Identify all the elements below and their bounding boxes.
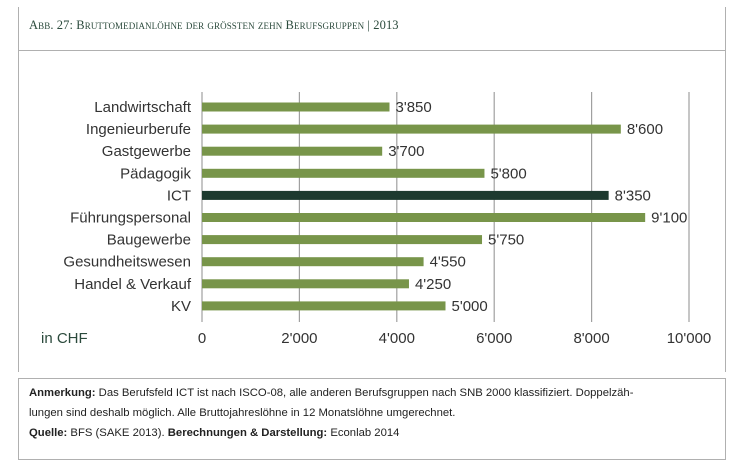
source-line: Quelle: BFS (SAKE 2013). Berechnungen & …: [29, 423, 715, 443]
bar: [202, 190, 609, 200]
data-label: 3'850: [395, 99, 431, 116]
anmerkung-label: Anmerkung:: [29, 387, 96, 399]
category-label: ICT: [167, 187, 191, 204]
bar: [202, 213, 646, 222]
category-labels: Landwirtschaft Ingenieurberufe Gastgewerbe…: [63, 99, 191, 315]
data-label: 3'700: [388, 143, 424, 160]
bar: [202, 257, 424, 267]
x-tick-label: 6'000: [476, 330, 512, 347]
title-box: Abb. 27: Bruttomedianlöhne der grössten …: [18, 7, 726, 51]
chart-box: 3'850 8'600 3'700 5'800 8'350 9'100 5'750 4'550…: [18, 50, 726, 372]
unit-label: in CHF: [41, 330, 88, 347]
category-label: Ingenieurberufe: [86, 121, 191, 138]
data-label: 4'550: [430, 254, 466, 271]
category-label: Baugewerbe: [107, 232, 191, 249]
quelle-label: Quelle:: [29, 427, 68, 439]
category-label: Pädagogik: [120, 165, 191, 182]
bar: [202, 279, 409, 289]
bar: [202, 102, 390, 112]
category-label: Landwirtschaft: [94, 99, 192, 116]
bar: [202, 146, 383, 156]
note-line: lungen sind deshalb möglich. Alle Brutto…: [29, 403, 715, 423]
data-label: 8'600: [627, 121, 663, 138]
anmerkung-text: Das Berufsfeld ICT ist nach ISCO-08, all…: [95, 387, 634, 399]
bar: [202, 124, 621, 134]
x-axis-ticks: 0 2'000 4'000 6'000 8'000 10'000: [198, 330, 711, 347]
figure-title: Abb. 27: Bruttomedianlöhne der grössten …: [29, 18, 399, 32]
data-label: 5'000: [452, 298, 488, 315]
x-tick-label: 10'000: [667, 330, 712, 347]
bar: [202, 168, 485, 178]
x-tick-label: 4'000: [379, 330, 415, 347]
data-label: 9'100: [651, 210, 687, 227]
x-tick-label: 2'000: [281, 330, 317, 347]
x-tick-label: 8'000: [573, 330, 609, 347]
notes-box: Anmerkung: Das Berufsfeld ICT ist nach I…: [18, 378, 726, 460]
category-label: Gastgewerbe: [102, 143, 191, 160]
category-label: Handel & Verkauf: [74, 276, 192, 293]
berechnungen-label: Berechnungen & Darstellung:: [167, 427, 328, 439]
data-label: 5'800: [490, 165, 526, 182]
x-tick-label: 0: [198, 330, 206, 347]
quelle-text: BFS (SAKE 2013).: [67, 427, 168, 439]
data-label: 5'750: [488, 232, 524, 249]
bar: [202, 235, 483, 245]
category-label: Führungspersonal: [70, 210, 191, 227]
berechnungen-text: Econlab 2014: [327, 427, 400, 439]
bars: [202, 102, 646, 311]
category-label: KV: [171, 298, 191, 315]
category-label: Gesundheitswesen: [63, 254, 191, 271]
data-label: 8'350: [615, 187, 651, 204]
anmerkung-text-continued: lungen sind deshalb möglich. Alle Brutto…: [29, 407, 456, 419]
data-label: 4'250: [415, 276, 451, 293]
note-line: Anmerkung: Das Berufsfeld ICT ist nach I…: [29, 383, 715, 403]
bar: [202, 301, 446, 311]
